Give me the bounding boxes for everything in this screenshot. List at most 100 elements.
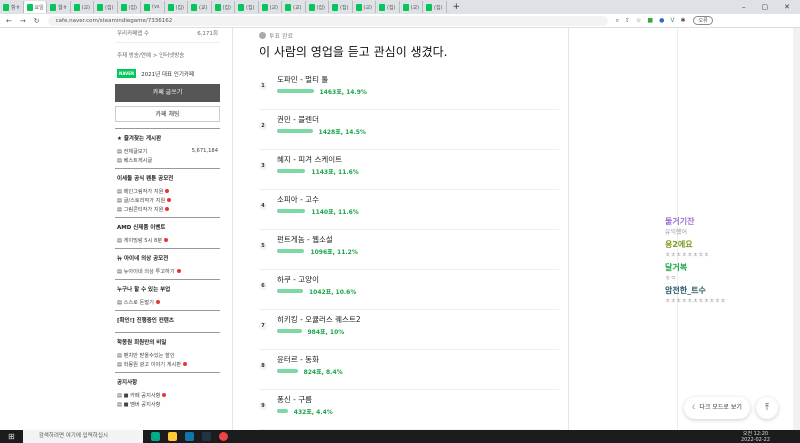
- board-section-header[interactable]: 뉴 아이네 의상 공모전: [115, 248, 220, 267]
- cafe-favicon: [214, 3, 221, 11]
- browser-tab[interactable]: (집): [329, 1, 353, 13]
- board-link[interactable]: ▤ 스스로 돈벌기: [115, 298, 220, 307]
- forward-icon[interactable]: →: [19, 16, 26, 25]
- steam-icon[interactable]: [201, 432, 211, 441]
- bookmark-star-icon[interactable]: ☆: [636, 16, 642, 24]
- browser-tab[interactable]: (교): [353, 1, 376, 13]
- cafe-favicon: [261, 3, 268, 11]
- new-badge-icon: [162, 393, 167, 397]
- cafe-sidebar: 우리카페앱 수 6,171회 주제 방송/연예 > 인터넷방송 NAVER 202…: [115, 28, 220, 412]
- board-section-header[interactable]: AMD 신제품 이벤트: [115, 217, 220, 236]
- time: 오전 12:20: [742, 431, 769, 437]
- cafe-chat-button[interactable]: 카페 채팅: [115, 106, 220, 122]
- tab-title: (집): [222, 4, 232, 11]
- extension-icon[interactable]: ■: [647, 16, 654, 24]
- board-link[interactable]: ▤ 팬치만 받을수있는 할인: [115, 351, 220, 360]
- browser-tab[interactable]: (집): [423, 1, 447, 13]
- browser-tab[interactable]: (집): [212, 1, 235, 13]
- board-link[interactable]: ▤ 학몽원 광고 이야기 게시판: [115, 360, 220, 369]
- browser-tab[interactable]: (교): [188, 1, 212, 13]
- vote-bar: [277, 169, 306, 173]
- app-icon[interactable]: [184, 432, 194, 441]
- tab-title: (교): [293, 4, 302, 11]
- board-section-header[interactable]: 이세돌 공식 팬툰 공모전: [115, 168, 220, 187]
- board-name: ■ 카페 공지사항: [123, 393, 161, 399]
- extension-icon[interactable]: V: [670, 16, 675, 24]
- dark-mode-button[interactable]: ☾ 다크 모드로 보기: [684, 397, 750, 419]
- url-input[interactable]: cafe.naver.com/steamindiegame/7336162: [47, 15, 608, 26]
- board-icon: ▤: [117, 353, 122, 359]
- board-section-header[interactable]: 누구나 할 수 있는 부업: [115, 279, 220, 298]
- poll-option: 2 권민 - 블렌더 1428표, 14.5%: [259, 110, 559, 150]
- maximize-button[interactable]: ▢: [761, 3, 769, 11]
- board-icon: ▤: [117, 149, 122, 155]
- board-name: 스스로 돈벌기: [123, 300, 154, 306]
- browser-tab[interactable]: (교): [71, 1, 94, 13]
- browser-tab[interactable]: (vs: [141, 1, 165, 13]
- board-section-header[interactable]: ★ 즐겨찾는 게시판: [115, 128, 220, 147]
- clock[interactable]: 오전 12:20 2022-02-22: [741, 430, 800, 443]
- board-link[interactable]: ▤ 전체글보기 5,671,184: [115, 147, 220, 156]
- extension-icon[interactable]: ●: [659, 16, 665, 24]
- vote-count: 1428표, 14.5%: [318, 129, 366, 136]
- taskbar: ⊞ 검색하려면 여기에 입력하십시 오전 12:20 2022-02-22: [0, 430, 800, 443]
- browser-tab[interactable]: (집): [306, 1, 329, 13]
- windows-start-icon[interactable]: ⊞: [8, 432, 15, 441]
- share-icon[interactable]: ⇪: [625, 16, 631, 24]
- chat-username[interactable]: 암전한_트수: [665, 286, 706, 295]
- chat-username[interactable]: 달거복: [665, 263, 688, 272]
- board-link[interactable]: ▤ 글/스토리작가 지원: [115, 196, 220, 205]
- dark-mode-label: 다크 모드로 보기: [699, 404, 742, 411]
- taskbar-search[interactable]: 검색하려면 여기에 입력하십시: [22, 430, 143, 443]
- browser-tab[interactable]: (교): [259, 1, 282, 13]
- cafe-favicon: [3, 3, 9, 11]
- option-label: 소피아 - 고수: [277, 195, 319, 204]
- tab-title: (집): [175, 4, 185, 11]
- browser-tab[interactable]: 항ㅎ: [0, 1, 24, 13]
- profile-button[interactable]: 오류: [693, 16, 713, 25]
- browser-tab[interactable]: (집): [235, 1, 259, 13]
- browser-tab[interactable]: (집): [376, 1, 400, 13]
- chat-username[interactable]: 응2에요: [665, 240, 693, 249]
- option-rank: 8: [259, 362, 267, 370]
- board-link[interactable]: ▤ ■ 카페 공지사항: [115, 391, 220, 400]
- scroll-top-button[interactable]: ⤒: [756, 397, 778, 419]
- explorer-icon[interactable]: [167, 432, 177, 441]
- minimize-button[interactable]: –: [742, 3, 746, 11]
- board-link[interactable]: ▤ 메인그림작가 지원: [115, 187, 220, 196]
- board-section-header[interactable]: 학몽원 회원만의 비밀: [115, 332, 220, 351]
- chat-username[interactable]: 둘거기잔: [665, 217, 695, 226]
- board-section-header[interactable]: [확인!] 진행중인 컨텐츠: [115, 310, 220, 329]
- reload-icon[interactable]: ↻: [33, 16, 40, 25]
- board-name: 글/스토리작가 지원: [123, 198, 166, 204]
- cafe-favicon: [167, 3, 174, 11]
- browser-tab[interactable]: (교): [400, 1, 423, 13]
- board-link[interactable]: ▤ 그림콘티작가 지원: [115, 205, 220, 214]
- chrome-icon[interactable]: [218, 432, 228, 441]
- tab-title: 항ㅎ: [11, 4, 21, 11]
- board-section-header[interactable]: 공지사항: [115, 372, 220, 391]
- browser-tab[interactable]: (집): [165, 1, 188, 13]
- puzzle-icon[interactable]: ✱: [680, 16, 686, 24]
- board-link[interactable]: ▤ ■ 멤버 공지사항: [115, 400, 220, 409]
- chat-list: 둘거기잔 유익했어 응2에요 ㅊㅊㅊㅊㅊㅊㅊㅊ 달거복 ㅎㅇ 암전한_트수 ㅊㅊㅊㅊㅊㅊㅊㅊㅊ…: [665, 216, 726, 308]
- browser-tab[interactable]: 요일: [23, 1, 47, 13]
- zoom-icon[interactable]: ⌕: [615, 16, 619, 24]
- browser-tab[interactable]: (집): [118, 1, 141, 13]
- edge-icon[interactable]: [150, 432, 160, 441]
- scrollbar[interactable]: [793, 28, 800, 430]
- browser-tab[interactable]: (집): [94, 1, 118, 13]
- close-button[interactable]: ✕: [784, 3, 790, 11]
- option-label: 하쿠 - 고양이: [277, 275, 319, 284]
- back-icon[interactable]: ←: [6, 16, 12, 25]
- browser-tab[interactable]: 웹ㅎ: [47, 1, 71, 13]
- browser-tab[interactable]: (교): [282, 1, 306, 13]
- new-tab-button[interactable]: +: [452, 2, 461, 12]
- write-post-button[interactable]: 카페 글쓰기: [115, 84, 220, 102]
- tab-title: (집): [105, 4, 114, 11]
- board-link[interactable]: ▤ 뉴아이네 의상 투고하기: [115, 267, 220, 276]
- vote-bar: [277, 409, 288, 413]
- board-link[interactable]: ▤ 게이밍랑 5시 8분: [115, 236, 220, 245]
- board-link[interactable]: ▤ 베스트게시글: [115, 156, 220, 165]
- option-label: 펀트게놈 - 웹소설: [277, 235, 333, 244]
